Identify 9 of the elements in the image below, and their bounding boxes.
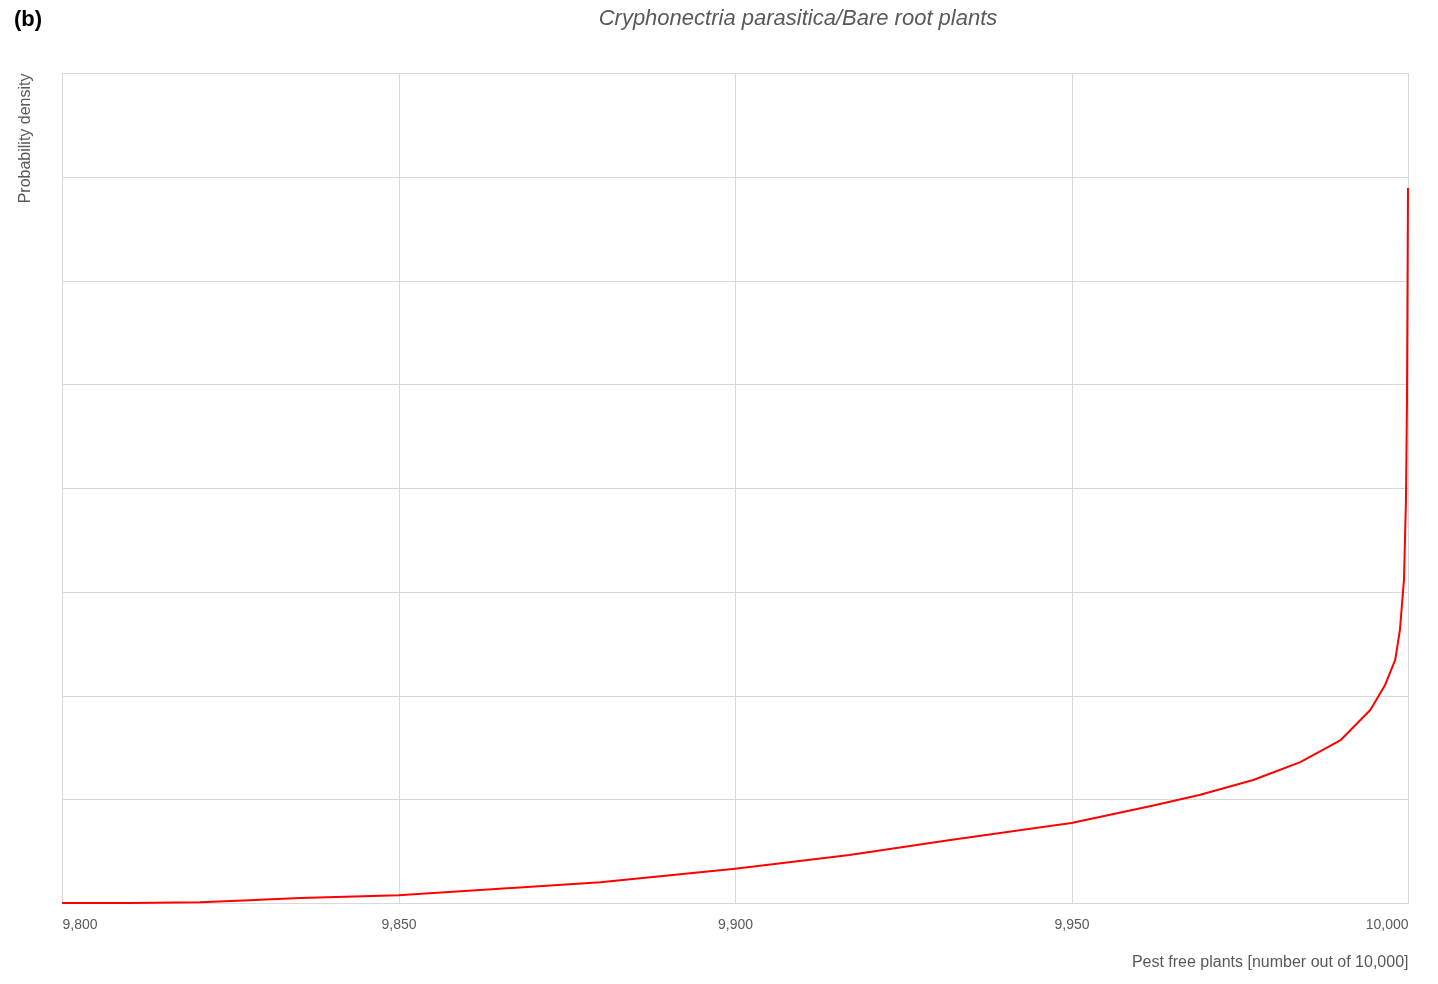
text: (b) xyxy=(14,6,43,31)
x-tick-label: 9,850 xyxy=(381,915,417,932)
x-tick-label: 9,900 xyxy=(717,915,754,932)
x-axis-title: Pest free plants [number out of 10,000] xyxy=(1131,952,1409,970)
x-tick-label: 9,800 xyxy=(62,915,98,932)
x-tick-label: 10,000 xyxy=(1365,915,1409,932)
chart-title: Cryphonectria parasitica/Bare root plants xyxy=(598,5,998,30)
x-tick-label: 9,950 xyxy=(1054,915,1090,932)
y-axis-title: Probability density xyxy=(15,73,33,204)
